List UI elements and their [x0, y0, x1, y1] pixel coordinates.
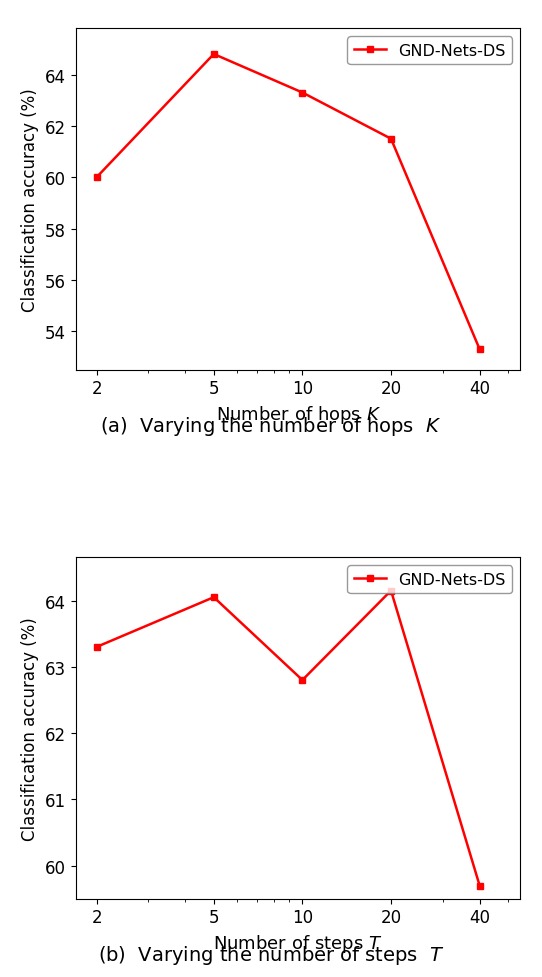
Text: (b)  Varying the number of steps  $T$: (b) Varying the number of steps $T$	[98, 943, 444, 966]
GND-Nets-DS	[388, 585, 394, 597]
GND-Nets-DS	[93, 641, 100, 653]
GND-Nets-DS	[476, 879, 483, 891]
Text: (a)  Varying the number of hops  $K$: (a) Varying the number of hops $K$	[100, 414, 442, 438]
Y-axis label: Classification accuracy (%): Classification accuracy (%)	[22, 88, 40, 312]
GND-Nets-DS	[299, 88, 306, 100]
Y-axis label: Classification accuracy (%): Classification accuracy (%)	[22, 616, 40, 840]
GND-Nets-DS	[388, 134, 394, 146]
X-axis label: Number of hops $K$: Number of hops $K$	[216, 404, 380, 426]
Line: GND-Nets-DS: GND-Nets-DS	[93, 587, 483, 889]
GND-Nets-DS	[476, 344, 483, 356]
Line: GND-Nets-DS: GND-Nets-DS	[93, 52, 483, 354]
GND-Nets-DS	[299, 674, 306, 686]
GND-Nets-DS	[210, 49, 217, 61]
GND-Nets-DS	[93, 172, 100, 184]
GND-Nets-DS	[210, 592, 217, 604]
Legend: GND-Nets-DS: GND-Nets-DS	[347, 37, 512, 65]
Legend: GND-Nets-DS: GND-Nets-DS	[347, 566, 512, 594]
X-axis label: Number of steps $T$: Number of steps $T$	[214, 932, 383, 955]
